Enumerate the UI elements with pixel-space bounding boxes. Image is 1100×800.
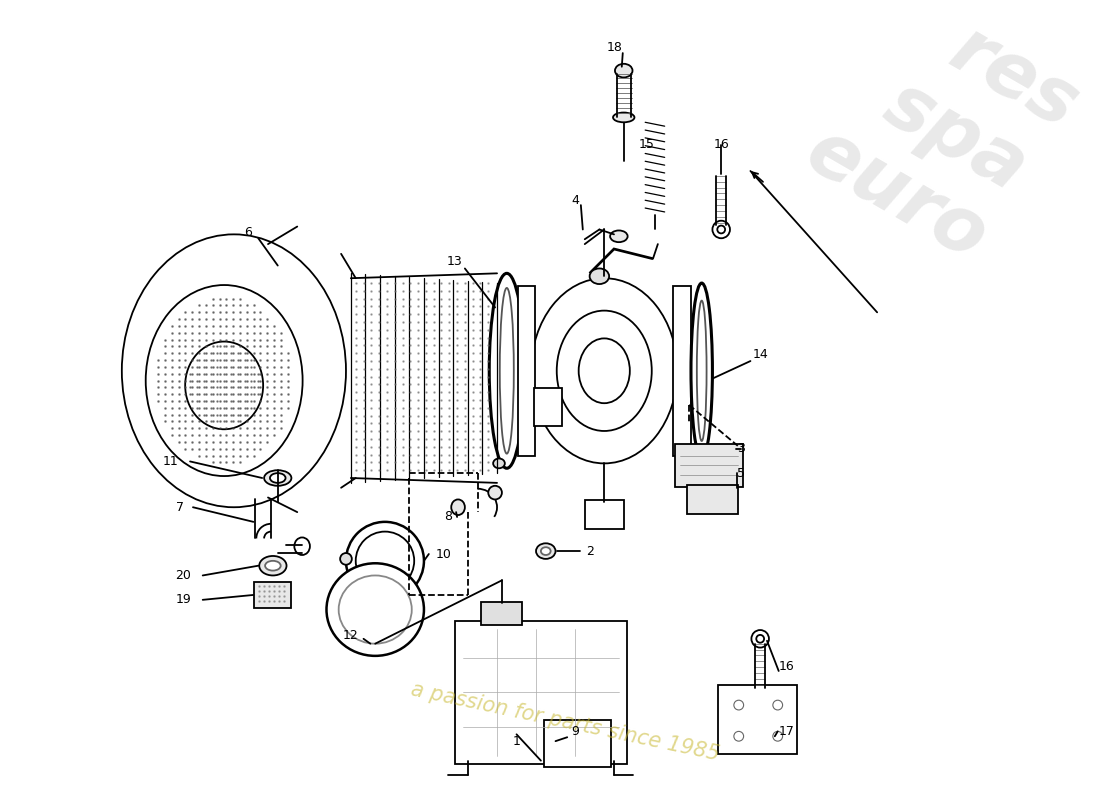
Ellipse shape [536,543,556,559]
Text: 13: 13 [447,255,462,268]
Ellipse shape [615,64,632,78]
Text: 2: 2 [585,545,594,558]
Ellipse shape [531,278,678,463]
Text: 5: 5 [737,466,745,480]
Ellipse shape [488,486,502,499]
FancyBboxPatch shape [688,485,738,514]
Circle shape [751,630,769,647]
Ellipse shape [122,234,346,507]
Ellipse shape [264,470,292,486]
FancyBboxPatch shape [543,720,612,767]
Ellipse shape [340,553,352,565]
Ellipse shape [145,285,302,476]
Text: 17: 17 [779,725,794,738]
FancyBboxPatch shape [254,582,292,608]
Ellipse shape [590,269,609,284]
Circle shape [713,221,730,238]
Text: 1: 1 [513,734,520,748]
Circle shape [717,226,725,234]
Ellipse shape [541,547,551,555]
Ellipse shape [613,113,635,122]
Text: 8: 8 [444,510,452,523]
Ellipse shape [270,473,286,483]
Ellipse shape [265,561,280,570]
Text: res: res [937,13,1090,144]
Text: 14: 14 [752,348,768,361]
Text: 9: 9 [571,725,579,738]
Ellipse shape [327,563,424,656]
Text: 12: 12 [343,630,359,642]
FancyBboxPatch shape [675,444,742,486]
Text: 7: 7 [176,501,185,514]
Text: euro: euro [793,114,1000,277]
Text: 15: 15 [639,138,654,151]
Ellipse shape [185,342,263,430]
Circle shape [757,635,764,642]
Text: 11: 11 [163,455,178,468]
Text: 18: 18 [607,41,623,54]
Ellipse shape [557,310,652,431]
Ellipse shape [260,556,286,575]
Text: 3: 3 [737,442,745,455]
Circle shape [773,731,782,741]
Ellipse shape [696,301,706,441]
Text: 6: 6 [244,226,253,239]
Ellipse shape [579,338,630,403]
FancyBboxPatch shape [585,501,624,529]
Text: spa: spa [871,67,1040,207]
Circle shape [773,700,782,710]
Ellipse shape [295,538,310,555]
Text: a passion for parts since 1985: a passion for parts since 1985 [409,679,722,764]
Ellipse shape [490,274,525,468]
FancyBboxPatch shape [517,286,535,455]
Text: 10: 10 [436,547,451,561]
Circle shape [734,731,744,741]
Ellipse shape [339,575,411,644]
Ellipse shape [346,522,424,600]
Ellipse shape [499,288,514,454]
Ellipse shape [691,283,713,458]
Text: 16: 16 [779,659,794,673]
Text: 20: 20 [175,569,191,582]
FancyBboxPatch shape [718,685,798,754]
FancyBboxPatch shape [673,286,691,455]
Text: 4: 4 [571,194,579,206]
Ellipse shape [493,458,505,468]
Ellipse shape [610,230,628,242]
Text: 16: 16 [713,138,729,151]
Text: 19: 19 [175,594,191,606]
FancyBboxPatch shape [482,602,522,625]
FancyBboxPatch shape [535,388,562,426]
Ellipse shape [355,532,415,590]
FancyBboxPatch shape [455,622,627,763]
Ellipse shape [451,499,465,515]
Circle shape [734,700,744,710]
